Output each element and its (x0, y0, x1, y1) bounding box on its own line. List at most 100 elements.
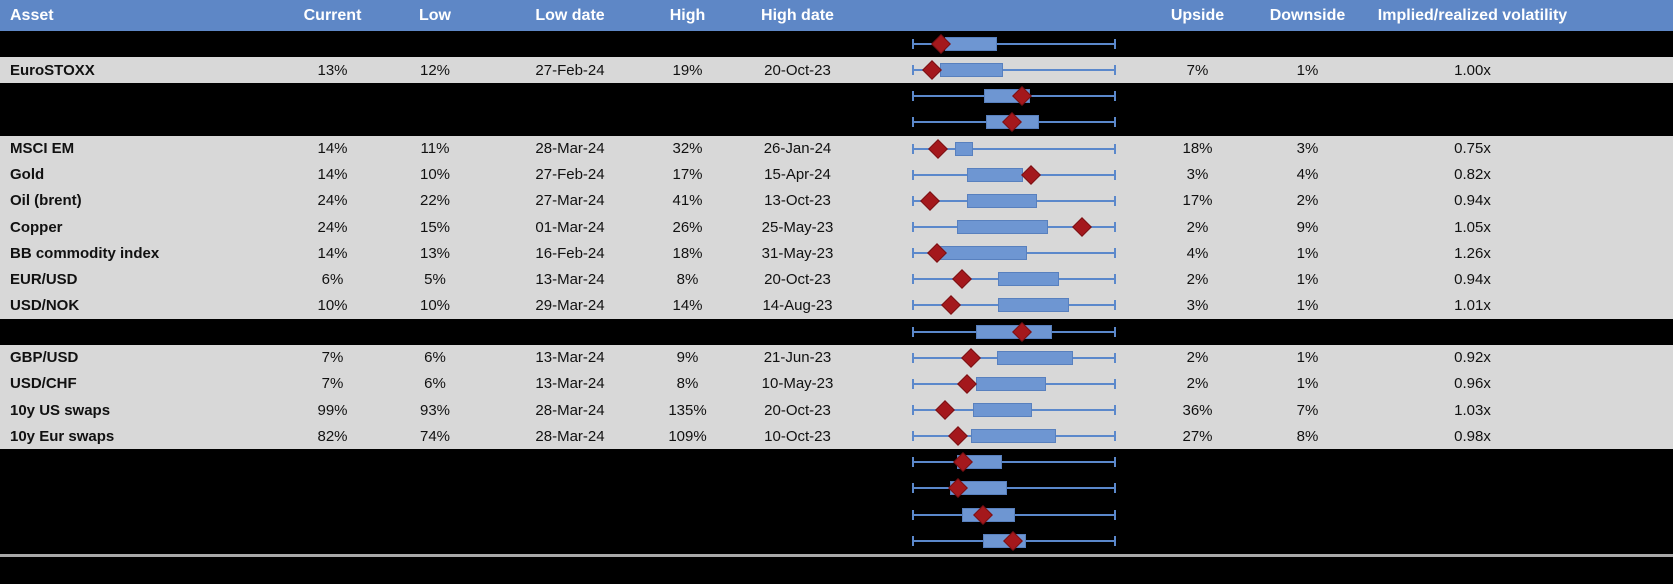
cell-end-spacer (1580, 83, 1673, 109)
cell-high: 19% (672, 61, 703, 79)
cell-downside: 1% (1296, 375, 1319, 393)
cell-low: 6% (424, 349, 446, 367)
cell-high: 135% (668, 401, 707, 419)
cell-low (380, 528, 490, 554)
cell-high-date: 15-Apr-24 (764, 166, 831, 184)
table-row (0, 449, 1673, 476)
table-row (0, 318, 1673, 345)
boxplot-cell (870, 188, 1145, 214)
cell-end-spacer (1580, 345, 1673, 371)
whisker-cap-low (912, 117, 914, 128)
boxplot-cell (870, 266, 1145, 292)
cell-downside: 1% (1296, 349, 1319, 367)
header-high: High (669, 6, 706, 24)
table-row: BB commodity index 14% 13% 16-Feb-24 18%… (0, 240, 1673, 267)
whisker-cap-high (1114, 248, 1116, 259)
cell-end-spacer (1580, 528, 1673, 554)
cell-high-date (725, 319, 870, 345)
cell-upside (1145, 502, 1250, 528)
boxplot-cell (870, 214, 1145, 240)
cell-current: 14% (317, 166, 348, 184)
header-high-date: High date (761, 6, 834, 24)
cell-high-date (725, 83, 870, 109)
whisker-cap-low (912, 195, 914, 206)
whisker-line (912, 147, 1116, 150)
cell-high (650, 83, 725, 109)
boxplot (912, 475, 1116, 501)
cell-asset: EuroSTOXX (10, 61, 95, 79)
boxplot (912, 214, 1116, 240)
cell-high (650, 31, 725, 57)
whisker-cap-low (912, 222, 914, 233)
cell-low-date (490, 83, 650, 109)
cell-high (650, 528, 725, 554)
cell-asset: USD/CHF (10, 375, 77, 393)
cell-downside: 8% (1296, 427, 1319, 445)
whisker-cap-low (912, 65, 914, 76)
cell-high (650, 475, 725, 501)
header-chart-spacer (870, 0, 1145, 31)
table-row: USD/CHF 7% 6% 13-Mar-24 8% 10-May-23 2% … (0, 370, 1673, 397)
cell-low-date: 13-Mar-24 (535, 270, 605, 288)
cell-end-spacer (1580, 162, 1673, 188)
whisker-cap-high (1114, 39, 1116, 50)
boxplot-cell (870, 423, 1145, 449)
cell-high-date: 26-Jan-24 (763, 140, 832, 158)
boxplot-cell (870, 502, 1145, 528)
cell-low-date (490, 528, 650, 554)
cell-implied-realized (1365, 31, 1580, 57)
whisker-cap-low (912, 457, 914, 468)
cell-low: 5% (424, 270, 446, 288)
cell-low-date (490, 319, 650, 345)
cell-asset: GBP/USD (10, 349, 79, 367)
whisker-cap-low (912, 405, 914, 416)
table-row: Gold 14% 10% 27-Feb-24 17% 15-Apr-24 3% … (0, 161, 1673, 188)
boxplot-cell (870, 109, 1145, 135)
cell-implied-realized (1365, 502, 1580, 528)
cell-high-date: 21-Jun-23 (763, 349, 832, 367)
table-row: 10y Eur swaps 82% 74% 28-Mar-24 109% 10-… (0, 423, 1673, 450)
cell-downside (1250, 109, 1365, 135)
whisker-cap-low (912, 535, 914, 546)
cell-asset: EUR/USD (10, 270, 78, 288)
cell-upside (1145, 475, 1250, 501)
cell-asset (0, 109, 285, 135)
cell-low (380, 319, 490, 345)
cell-high: 41% (672, 192, 703, 210)
cell-upside: 4% (1186, 244, 1209, 262)
cell-high (650, 109, 725, 135)
cell-downside (1250, 528, 1365, 554)
cell-high (650, 502, 725, 528)
cell-asset: Copper (10, 218, 63, 236)
cell-low-date: 29-Mar-24 (535, 296, 605, 314)
cell-low-date: 27-Mar-24 (535, 192, 605, 210)
cell-high-date: 25-May-23 (761, 218, 834, 236)
boxplot (912, 449, 1116, 475)
cell-implied-realized: 1.01x (1454, 296, 1491, 314)
cell-high: 32% (672, 140, 703, 158)
box-range (970, 429, 1056, 444)
cell-current: 13% (317, 61, 348, 79)
cell-end-spacer (1580, 502, 1673, 528)
cell-high-date: 10-Oct-23 (764, 427, 831, 445)
whisker-cap-low (912, 352, 914, 363)
cell-current: 24% (317, 218, 348, 236)
cell-low (380, 109, 490, 135)
whisker-cap-low (912, 274, 914, 285)
cell-high-date (725, 502, 870, 528)
box-range (939, 63, 1003, 78)
cell-low-date: 27-Feb-24 (535, 61, 605, 79)
cell-implied-realized: 1.26x (1454, 244, 1491, 262)
cell-implied-realized (1365, 475, 1580, 501)
cell-downside: 1% (1296, 296, 1319, 314)
whisker-cap-high (1114, 91, 1116, 102)
cell-low (380, 449, 490, 475)
cell-current: 82% (317, 427, 348, 445)
cell-low (380, 31, 490, 57)
cell-implied-realized: 0.82x (1454, 166, 1491, 184)
whisker-cap-low (912, 248, 914, 259)
cell-upside: 17% (1182, 192, 1213, 210)
cell-high: 9% (676, 349, 699, 367)
cell-high-date (725, 528, 870, 554)
cell-asset: Gold (10, 166, 45, 184)
